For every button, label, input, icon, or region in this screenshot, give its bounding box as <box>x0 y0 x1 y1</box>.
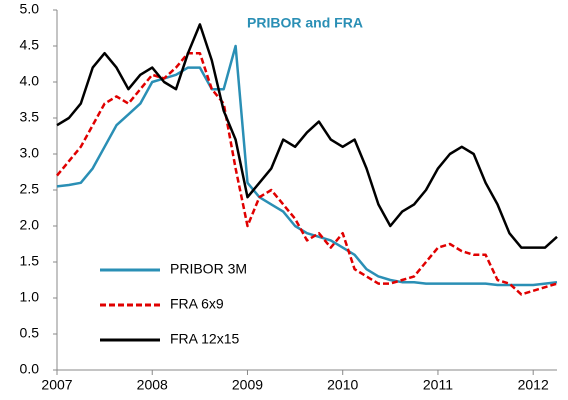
x-tick-label: 2007 <box>41 377 72 393</box>
y-tick-label: 1.5 <box>20 253 40 269</box>
x-tick-label: 2012 <box>518 377 549 393</box>
y-tick-label: 2.5 <box>20 181 40 197</box>
x-tick-label: 2008 <box>137 377 168 393</box>
y-tick-label: 0.5 <box>20 325 40 341</box>
y-tick-label: 2.0 <box>20 217 40 233</box>
y-tick-label: 3.0 <box>20 145 40 161</box>
y-tick-label: 5.0 <box>20 1 40 17</box>
y-tick-label: 4.5 <box>20 37 40 53</box>
x-tick-label: 2011 <box>423 377 453 393</box>
y-tick-label: 1.0 <box>20 289 40 305</box>
y-tick-label: 3.5 <box>20 109 40 125</box>
legend-label: FRA 6x9 <box>170 296 224 312</box>
y-tick-label: 0.0 <box>20 361 40 377</box>
x-tick-label: 2010 <box>327 377 358 393</box>
series-line <box>56 44 558 287</box>
series-line <box>56 23 558 249</box>
chart-title: PRIBOR and FRA <box>247 15 363 31</box>
x-tick-label: 2009 <box>232 377 263 393</box>
y-tick-label: 4.0 <box>20 73 40 89</box>
legend-label: FRA 12x15 <box>170 331 239 347</box>
series-line <box>56 51 558 296</box>
legend-label: PRIBOR 3M <box>170 261 247 277</box>
